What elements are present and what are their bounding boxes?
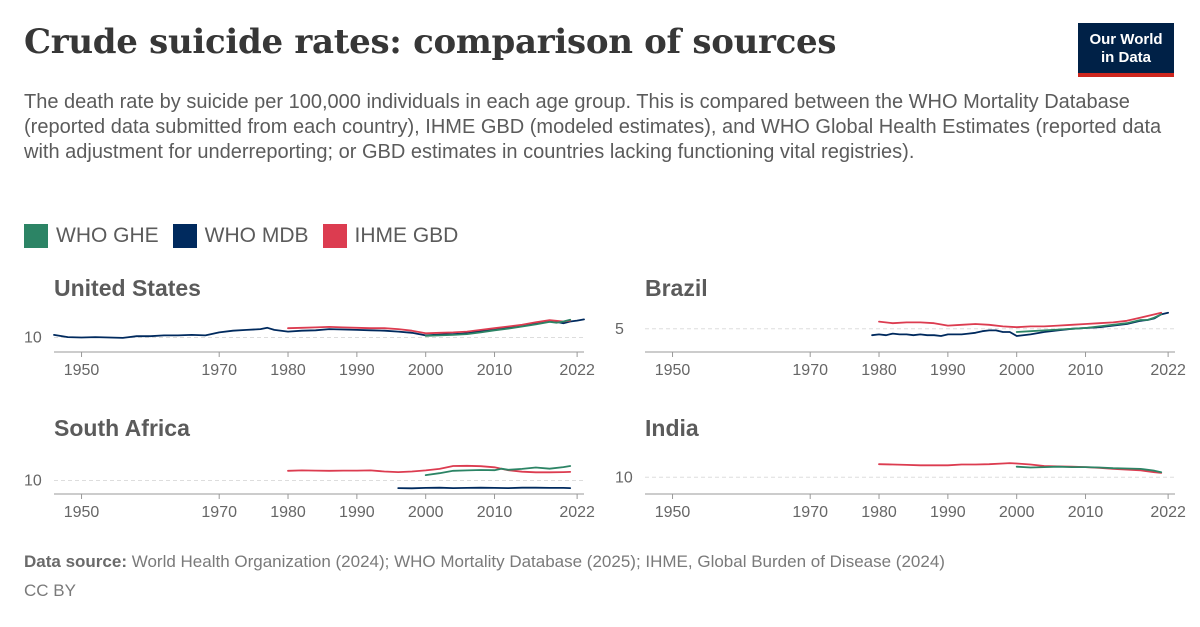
x-tick-label: 2000: [999, 362, 1035, 379]
x-tick-label: 2010: [477, 504, 513, 521]
x-tick-label: 1970: [201, 362, 237, 379]
x-tick-label: 2010: [1068, 504, 1104, 521]
x-tick-label: 2010: [1068, 362, 1104, 379]
legend-item-who-ghe[interactable]: WHO GHE: [24, 224, 159, 248]
legend-label: IHME GBD: [354, 224, 459, 247]
x-tick-label: 1980: [861, 504, 897, 521]
series-line-ihme-gbd: [287, 464, 572, 474]
x-tick-label: 2010: [477, 362, 513, 379]
legend-item-ihme-gbd[interactable]: IHME GBD: [322, 224, 459, 248]
series-line-who-mdb: [397, 486, 572, 490]
x-tick-label: 1970: [201, 504, 237, 521]
x-tick-label: 1970: [792, 362, 828, 379]
x-tick-label: 1950: [64, 504, 100, 521]
chart-subtitle: The death rate by suicide per 100,000 in…: [24, 91, 1162, 163]
x-tick-label: 1950: [64, 362, 100, 379]
chart-title: Crude suicide rates: comparison of sourc…: [24, 22, 837, 62]
x-tick-label: 1990: [930, 504, 966, 521]
facet-title: South Africa: [54, 415, 190, 441]
facet-title: Brazil: [645, 275, 708, 301]
x-tick-label: 1990: [930, 362, 966, 379]
source-text: World Health Organization (2024); WHO Mo…: [131, 552, 945, 571]
x-tick-label: 2000: [999, 504, 1035, 521]
x-tick-label: 1970: [792, 504, 828, 521]
series-line-who-ghe: [1015, 313, 1163, 333]
series-line-ihme-gbd: [878, 311, 1163, 329]
x-tick-label: 2022: [559, 504, 595, 521]
x-tick-label: 2000: [408, 362, 444, 379]
y-tick-label: 10: [24, 329, 42, 346]
legend-label: WHO MDB: [204, 224, 309, 247]
x-tick-label: 1980: [270, 362, 306, 379]
logo-line2: in Data: [1100, 49, 1151, 66]
x-tick-label: 1980: [861, 362, 897, 379]
x-tick-label: 2022: [1150, 362, 1186, 379]
x-tick-label: 2000: [408, 504, 444, 521]
series-line-who-ghe: [424, 318, 572, 337]
logo-line1: Our World: [1089, 31, 1163, 48]
owid-logo[interactable]: Our World in Data: [1078, 23, 1174, 77]
legend-swatch: [322, 224, 347, 248]
y-tick-label: 10: [24, 473, 42, 490]
y-tick-label: 5: [615, 321, 624, 338]
x-tick-label: 1950: [655, 362, 691, 379]
x-tick-label: 2022: [1150, 504, 1186, 521]
series-line-ihme-gbd: [287, 319, 572, 335]
source-label: Data source:: [24, 552, 127, 571]
x-tick-label: 1990: [339, 362, 375, 379]
legend-swatch: [172, 224, 197, 248]
legend: WHO GHE WHO MDB IHME GBD: [24, 224, 472, 248]
x-tick-label: 1990: [339, 504, 375, 521]
legend-label: WHO GHE: [56, 224, 159, 247]
series-line-who-ghe: [424, 465, 572, 477]
x-tick-label: 1980: [270, 504, 306, 521]
legend-item-who-mdb[interactable]: WHO MDB: [172, 224, 309, 248]
facet-title: India: [645, 415, 699, 441]
series-line-who-ghe: [1015, 465, 1163, 474]
x-tick-label: 2022: [559, 362, 595, 379]
legend-swatch: [24, 224, 48, 248]
y-tick-label: 10: [615, 469, 633, 486]
footer: Data source: World Health Organization (…: [24, 547, 945, 605]
x-tick-label: 1950: [655, 504, 691, 521]
facet-title: United States: [54, 275, 201, 301]
license-text[interactable]: CC BY: [24, 581, 76, 600]
